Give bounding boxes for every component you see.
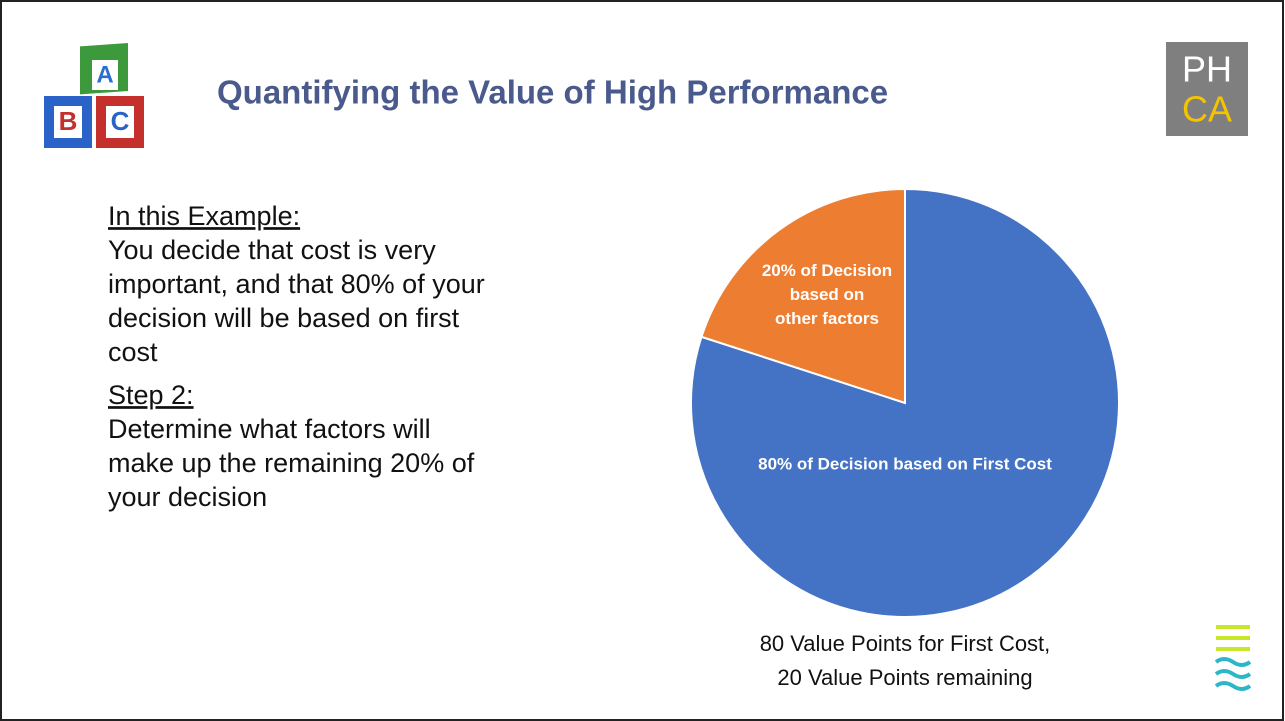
- abc-blocks-icon: A B C: [44, 43, 144, 148]
- chart-caption: 80 Value Points for First Cost,: [760, 631, 1051, 656]
- pie-slice: [700, 187, 906, 405]
- slice-label: based on: [790, 285, 865, 304]
- slice-label: 20% of Decision: [762, 261, 892, 280]
- body-line: decision will be based on first: [108, 303, 460, 333]
- body-line: your decision: [108, 482, 267, 512]
- wave-icon: [1214, 625, 1252, 691]
- body-line: You decide that cost is very: [108, 235, 436, 265]
- svg-text:B: B: [59, 106, 78, 136]
- section-heading: In this Example:: [108, 201, 300, 231]
- chart-caption: 20 Value Points remaining: [777, 665, 1032, 690]
- slide-title: Quantifying the Value of High Performanc…: [217, 74, 888, 111]
- section-heading: Step 2:: [108, 380, 194, 410]
- pie-chart: 20% of Decision based on other factors 80% …: [690, 187, 1120, 690]
- svg-text:C: C: [111, 106, 130, 136]
- pie-slice: [690, 187, 1120, 618]
- logo-bottom: CA: [1182, 89, 1232, 130]
- slice-label: other factors: [775, 309, 879, 328]
- slice-label: 80% of Decision based on First Cost: [758, 454, 1052, 473]
- body-line: cost: [108, 337, 158, 367]
- body-line: Determine what factors will: [108, 414, 431, 444]
- phca-logo: PH CA: [1166, 42, 1248, 136]
- logo-top: PH: [1182, 49, 1232, 90]
- body-text: In this Example: You decide that cost is …: [108, 201, 485, 512]
- body-line: important, and that 80% of your: [108, 269, 485, 299]
- svg-text:A: A: [96, 61, 113, 88]
- body-line: make up the remaining 20% of: [108, 448, 475, 478]
